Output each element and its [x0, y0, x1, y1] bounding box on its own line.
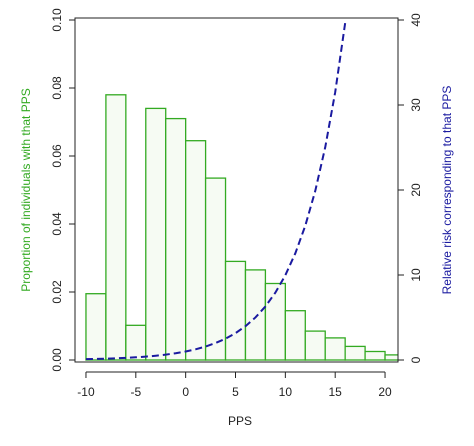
y-tick-label: 0.00 — [50, 348, 64, 372]
bar — [304, 330, 326, 361]
bar — [145, 107, 167, 361]
bar — [324, 337, 346, 361]
y2-tick-label: 10 — [409, 268, 423, 282]
bar — [344, 345, 366, 361]
y-axis-label: Proportion of individuals with that PPS — [19, 88, 33, 291]
y2-axis-label: Relative risk corresponding to that PPS — [440, 86, 454, 295]
y-tick-label: 0.10 — [50, 8, 64, 32]
y2-tick-label: 30 — [409, 98, 423, 112]
y2-tick-label: 20 — [409, 183, 423, 197]
y-tick-label: 0.04 — [50, 212, 64, 236]
bar — [125, 324, 147, 361]
bar — [165, 117, 187, 361]
bar — [105, 94, 127, 361]
y-tick-label: 0.02 — [50, 280, 64, 304]
x-tick-label: 15 — [329, 385, 343, 399]
y-tick-label: 0.08 — [50, 76, 64, 100]
bar — [264, 282, 286, 361]
y2-tick-label: 0 — [409, 356, 423, 363]
x-tick-label: 20 — [378, 385, 392, 399]
x-tick-label: 0 — [182, 385, 189, 399]
y-tick-label: 0.06 — [50, 144, 64, 168]
x-axis-label: PPS — [228, 414, 252, 428]
bar — [85, 293, 107, 361]
bar — [204, 177, 227, 361]
bar — [284, 310, 306, 361]
bar — [244, 269, 267, 361]
bar — [185, 140, 207, 361]
bar — [224, 260, 247, 361]
x-tick-label: 10 — [279, 385, 293, 399]
x-tick-label: -5 — [130, 385, 141, 399]
plot-area — [85, 22, 398, 361]
y2-tick-label: 40 — [409, 13, 423, 27]
bar — [384, 354, 398, 361]
x-tick-label: 5 — [232, 385, 239, 399]
x-tick-label: -10 — [77, 385, 95, 399]
bar — [364, 350, 386, 361]
